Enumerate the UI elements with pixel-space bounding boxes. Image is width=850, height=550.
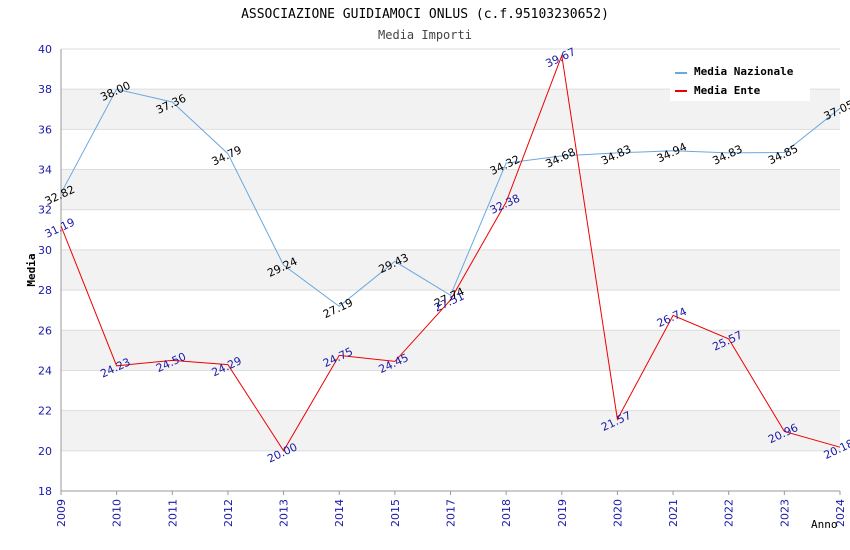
x-tick-label: 2019 — [556, 499, 569, 527]
legend-label-media-ente: Media Ente — [694, 84, 761, 97]
x-axis-ticks: 2009 2010 2011 2012 2013 2014 2015 2017 2018 2019… — [55, 491, 847, 527]
legend: Media Nazionale Media Ente — [670, 60, 810, 101]
x-tick-label: 2012 — [222, 499, 235, 527]
x-tick-label: 2020 — [611, 499, 624, 527]
x-tick-label: 2024 — [834, 499, 847, 527]
grid-band — [61, 290, 840, 331]
y-axis-label: Media — [25, 253, 38, 286]
y-tick-label: 30 — [38, 244, 52, 257]
legend-box — [670, 60, 810, 101]
chart-subtitle: Media Importi — [378, 28, 472, 42]
y-tick-label: 32 — [38, 204, 52, 217]
grid-band — [61, 129, 840, 170]
y-tick-label: 38 — [38, 83, 52, 96]
y-tick-label: 34 — [38, 164, 52, 177]
x-tick-label: 2014 — [333, 499, 346, 527]
grid-band — [61, 410, 840, 451]
x-tick-label: 2013 — [278, 499, 291, 527]
grid-band — [61, 330, 840, 371]
x-tick-label: 2009 — [55, 499, 68, 527]
x-tick-label: 2023 — [778, 499, 791, 527]
grid-bands — [61, 48, 840, 492]
series-lines — [60, 53, 841, 452]
series-line-media-ente — [60, 53, 841, 452]
x-tick-label: 2015 — [389, 499, 402, 527]
grid-band — [61, 209, 840, 250]
y-tick-label: 28 — [38, 284, 52, 297]
x-tick-label: 2022 — [723, 499, 736, 527]
grid-band — [61, 450, 840, 491]
series-line-media-nazionale — [60, 88, 841, 308]
legend-label-media-nazionale: Media Nazionale — [694, 65, 794, 78]
chart-title: ASSOCIAZIONE GUIDIAMOCI ONLUS (c.f.95103… — [241, 7, 609, 22]
x-tick-label: 2010 — [111, 499, 124, 527]
y-tick-label: 36 — [38, 123, 52, 136]
y-axis-ticks: 18 20 22 24 26 28 30 32 34 36 38 40 — [38, 43, 52, 498]
y-tick-label: 20 — [38, 445, 52, 458]
y-tick-label: 18 — [38, 485, 52, 498]
x-axis-label: Anno — [811, 518, 838, 531]
x-tick-label: 2021 — [667, 499, 680, 527]
grid-band — [61, 370, 840, 411]
x-tick-label: 2018 — [500, 499, 513, 527]
y-tick-label: 24 — [38, 364, 52, 377]
x-tick-label: 2017 — [445, 499, 458, 527]
x-tick-label: 2011 — [166, 499, 179, 527]
grid-band — [61, 249, 840, 291]
grid-band — [61, 169, 840, 210]
y-tick-label: 22 — [38, 405, 52, 418]
y-tick-label: 26 — [38, 324, 52, 337]
y-tick-label: 40 — [38, 43, 52, 56]
